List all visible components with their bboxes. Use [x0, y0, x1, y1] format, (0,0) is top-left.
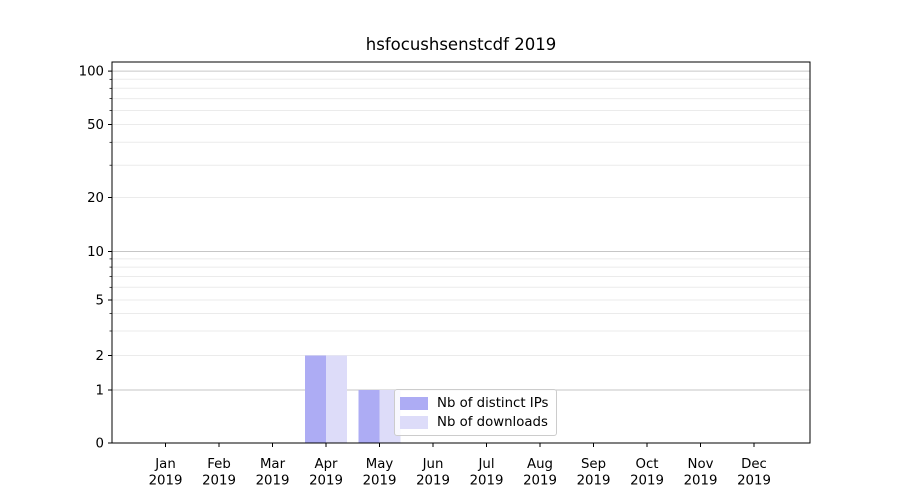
legend-swatch-downloads — [400, 415, 428, 429]
bar-downloads-apr — [326, 355, 347, 443]
x-tick-label-year: 2019 — [630, 474, 664, 489]
legend-label-distinct-ips: Nb of distinct IPs — [437, 395, 549, 411]
y-tick-label: 5 — [96, 294, 104, 309]
x-tick-label-month: Sep — [581, 457, 606, 472]
x-tick-label-month: Aug — [527, 457, 553, 472]
x-tick-label-month: Feb — [207, 457, 231, 472]
x-tick-label-year: 2019 — [256, 474, 290, 489]
y-tick-label: 10 — [87, 245, 104, 260]
x-tick-label-month: May — [366, 457, 394, 472]
legend-label-downloads: Nb of downloads — [437, 414, 548, 430]
x-tick-label-month: Dec — [741, 457, 767, 472]
x-tick-label-year: 2019 — [737, 474, 771, 489]
x-tick-label-year: 2019 — [577, 474, 611, 489]
y-tick-label: 1 — [96, 384, 104, 399]
x-tick-label-month: Mar — [260, 457, 286, 472]
bar-distinct-ips-apr — [305, 355, 326, 443]
x-tick-label-year: 2019 — [149, 474, 183, 489]
x-tick-label-month: Apr — [314, 457, 338, 472]
x-tick-label-year: 2019 — [202, 474, 236, 489]
chart-title: hsfocushsenstcdf 2019 — [365, 35, 557, 54]
x-tick-label-month: Jun — [422, 457, 444, 472]
x-tick-label-month: Oct — [636, 457, 659, 472]
y-tick-label: 0 — [96, 437, 104, 452]
y-tick-label: 20 — [87, 191, 104, 206]
legend-swatch-distinct-ips — [400, 396, 428, 410]
y-tick-label: 100 — [79, 65, 104, 80]
x-tick-label-month: Jul — [477, 457, 494, 472]
plot-border — [111, 61, 811, 444]
x-tick-label-year: 2019 — [309, 474, 343, 489]
x-tick-label-year: 2019 — [684, 474, 718, 489]
x-tick-label-year: 2019 — [416, 474, 450, 489]
x-tick-label-month: Nov — [688, 457, 714, 472]
legend-item-downloads: Nb of downloads — [400, 413, 548, 431]
x-tick-label-year: 2019 — [470, 474, 504, 489]
legend: Nb of distinct IPs Nb of downloads — [394, 389, 558, 436]
y-tick-label: 2 — [96, 349, 104, 364]
legend-item-distinct-ips: Nb of distinct IPs — [400, 394, 548, 412]
y-tick-label: 50 — [87, 118, 104, 133]
bar-distinct-ips-may — [358, 390, 380, 443]
x-tick-label-year: 2019 — [363, 474, 397, 489]
x-tick-label-year: 2019 — [523, 474, 557, 489]
x-tick-label-month: Jan — [154, 457, 176, 472]
